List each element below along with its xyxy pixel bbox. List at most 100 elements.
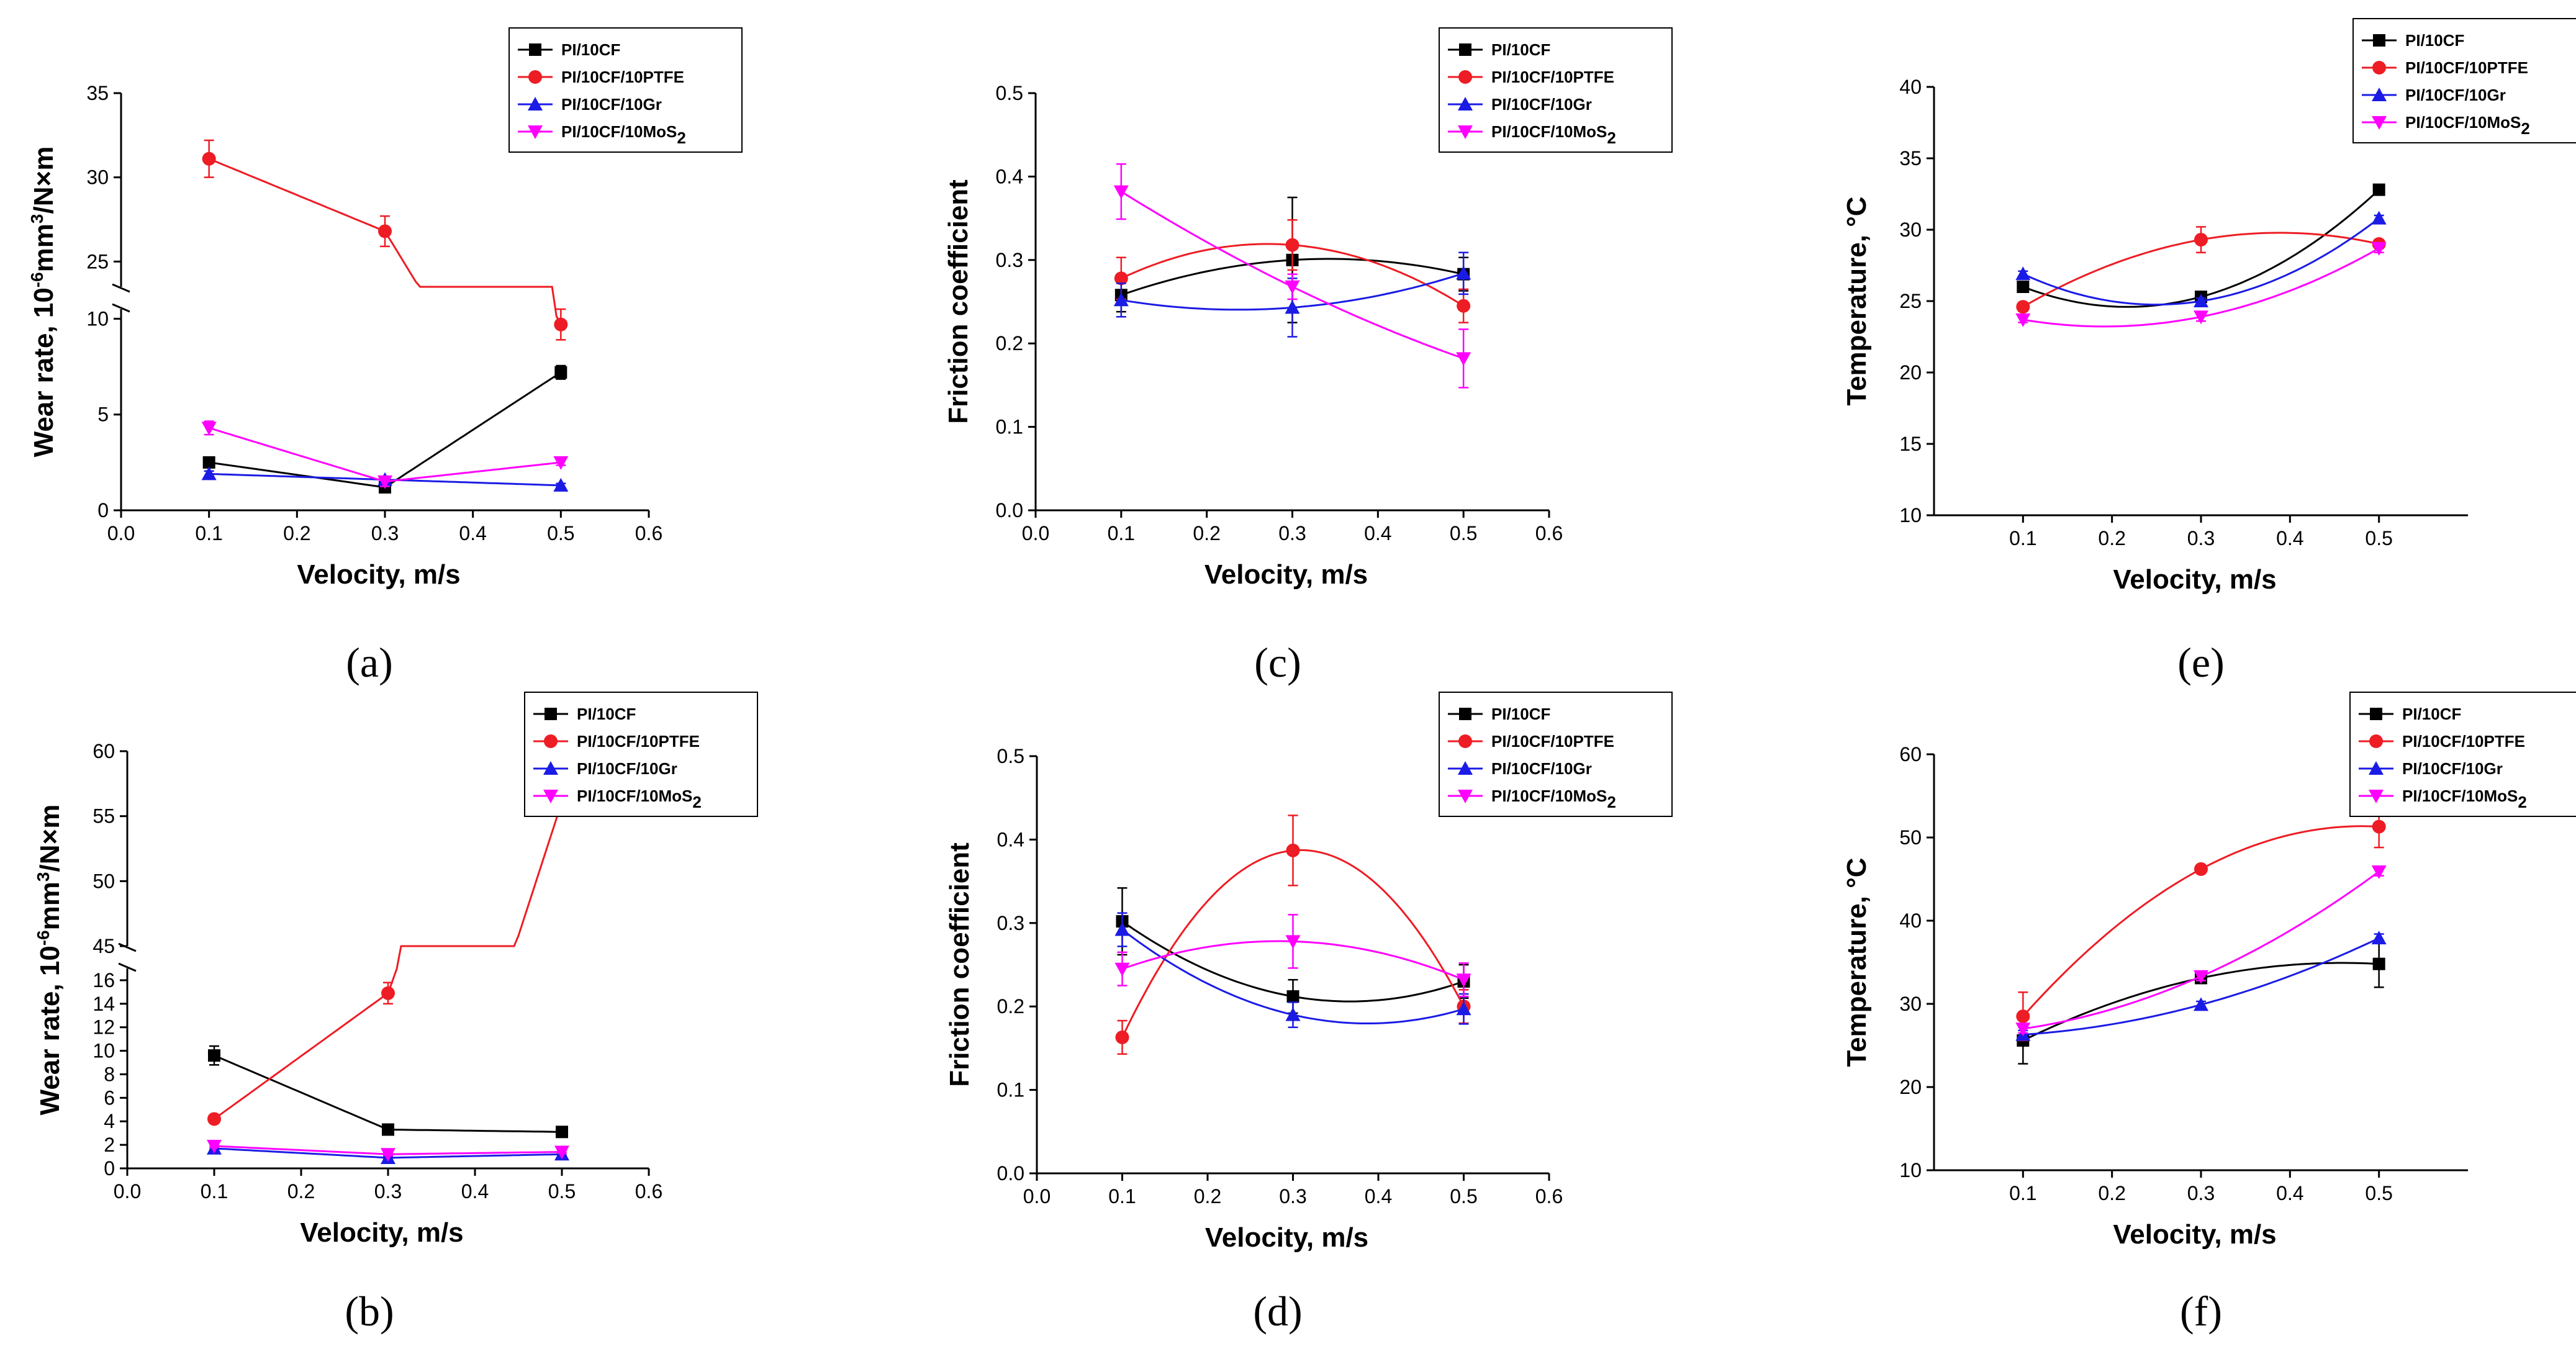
panel-label: (e) xyxy=(2177,639,2224,686)
y-tick-label: 40 xyxy=(1899,909,1922,932)
data-point-pi-10cf xyxy=(2372,183,2385,196)
series-pi-10cf-10mos2 xyxy=(1113,163,1471,389)
data-point-pi-10cf-10gr xyxy=(2194,294,2208,307)
data-point-pi-10cf-10ptfe xyxy=(1115,1030,1129,1044)
x-tick-label: 0.6 xyxy=(1535,1185,1563,1207)
data-point-pi-10cf-10gr xyxy=(2371,210,2387,225)
y-tick-label: 14 xyxy=(93,993,115,1015)
y-axis-title: Temperature, °C xyxy=(1842,196,1872,405)
x-tick-label: 0.4 xyxy=(2276,1182,2303,1204)
y-tick-label: 8 xyxy=(104,1063,115,1085)
y-tick-label: 4 xyxy=(104,1110,115,1132)
y-tick-label: 6 xyxy=(104,1086,115,1109)
x-tick-label: 0.1 xyxy=(195,522,222,544)
series-pi-10cf-10ptfe xyxy=(202,139,568,341)
legend-marker xyxy=(2370,708,2382,720)
x-axis-title: Velocity, m/s xyxy=(1204,559,1368,590)
legend-label-pi-10cf-10ptfe: PI/10CF/10PTFE xyxy=(1491,732,1614,751)
series-pi-10cf-10gr xyxy=(2015,931,2387,1041)
y-tick-label: 50 xyxy=(1899,826,1922,849)
legend-label-pi-10cf-10ptfe: PI/10CF/10PTFE xyxy=(577,732,700,751)
data-point-pi-10cf-10mos2 xyxy=(554,1145,569,1160)
legend: PI/10CF PI/10CF/10PTFE PI/10CF/10Gr PI/10CF… xyxy=(524,692,758,817)
data-point-pi-10cf-10gr xyxy=(1285,1007,1301,1021)
panel-label: (f) xyxy=(2180,1288,2222,1335)
x-axis-title: Velocity, m/s xyxy=(300,1217,463,1248)
data-point-pi-10cf-10gr xyxy=(1456,1001,1471,1016)
x-tick-label: 0.3 xyxy=(1279,1185,1306,1207)
legend: PI/10CF PI/10CF/10PTFE PI/10CF/10Gr PI/10CF… xyxy=(1439,27,1673,153)
x-tick-label: 0.1 xyxy=(201,1180,228,1203)
y-tick-label: 0.3 xyxy=(996,249,1023,271)
y-tick-label: 45 xyxy=(93,935,115,957)
legend-label-pi-10cf-10mos2: PI/10CF/10MoS2 xyxy=(2402,787,2527,811)
legend-label-pi-10cf-10gr: PI/10CF/10Gr xyxy=(577,759,677,778)
legend-label-pi-10cf: PI/10CF xyxy=(2402,705,2461,723)
data-point-pi-10cf-10gr xyxy=(553,477,569,492)
data-point-pi-10cf-10mos2 xyxy=(2015,1022,2031,1037)
data-point-pi-10cf-10mos2 xyxy=(1285,280,1300,294)
data-point-pi-10cf-10ptfe xyxy=(378,224,392,238)
data-point-pi-10cf-10mos2 xyxy=(1285,935,1301,949)
data-point-pi-10cf-10ptfe xyxy=(202,151,216,166)
data-point-pi-10cf-10ptfe xyxy=(207,1112,221,1126)
y-tick-label: 0.4 xyxy=(996,165,1023,187)
data-point-pi-10cf-10mos2 xyxy=(553,456,569,470)
data-point-pi-10cf-10mos2 xyxy=(1113,185,1129,199)
y-tick-label: 60 xyxy=(93,740,115,762)
y-tick-label: 10 xyxy=(93,1040,115,1062)
data-point-pi-10cf-10mos2 xyxy=(207,1140,222,1154)
legend-marker xyxy=(2372,61,2386,74)
axis-break-mark xyxy=(118,942,137,952)
legend-marker xyxy=(543,761,558,775)
x-tick-label: 0.4 xyxy=(1365,1185,1392,1207)
legend-label-pi-10cf: PI/10CF xyxy=(1491,705,1550,723)
data-point-pi-10cf xyxy=(382,1123,394,1136)
x-axis-title: Velocity, m/s xyxy=(2113,564,2276,595)
x-tick-label: 0.4 xyxy=(1364,522,1391,544)
y-tick-label: 25 xyxy=(86,250,109,273)
axis-break-mark xyxy=(112,283,130,293)
y-tick-label: 0.2 xyxy=(997,995,1024,1018)
y-tick-label: 15 xyxy=(1899,433,1922,455)
chart-panel-f: 0.1 0.2 0.3 0.4 0.5 10 20 30 40 50 60 Velocity, m/s… xyxy=(1842,692,2576,1335)
x-tick-label: 0.3 xyxy=(2187,1182,2215,1204)
series-line-pi-10cf xyxy=(214,1054,563,1133)
legend-label-pi-10cf: PI/10CF xyxy=(577,705,636,723)
y-tick-label: 60 xyxy=(1899,743,1922,765)
series-pi-10cf-10ptfe xyxy=(1114,219,1471,323)
legend-marker xyxy=(2369,734,2383,748)
x-axis-title: Velocity, m/s xyxy=(2113,1219,2276,1250)
x-axis-title: Velocity, m/s xyxy=(297,559,460,590)
y-tick-label: 0.5 xyxy=(996,82,1023,104)
y-tick-label: 0.4 xyxy=(997,828,1024,851)
data-point-pi-10cf-10ptfe xyxy=(2016,300,2030,314)
legend: PI/10CF PI/10CF/10PTFE PI/10CF/10Gr PI/10CF… xyxy=(508,27,743,153)
data-point-pi-10cf-10mos2 xyxy=(2015,313,2031,327)
legend-marker xyxy=(528,125,543,139)
x-tick-label: 0.3 xyxy=(374,1180,402,1203)
y-axis-title: Wear rate, 10-6mm3/N×m xyxy=(27,147,59,458)
panel-label: (b) xyxy=(345,1288,394,1335)
data-point-pi-10cf-10mos2 xyxy=(1456,973,1471,988)
data-point-pi-10cf-10mos2 xyxy=(2194,970,2208,984)
y-tick-label: 20 xyxy=(1899,1076,1922,1098)
chart-panel-c: 0.0 0.1 0.2 0.3 0.4 0.5 0.6 0.0 0.1 0.2 0.3 0.4 0.5 V… xyxy=(943,27,1673,686)
series-pi-10cf-10gr xyxy=(2015,210,2387,307)
series-line-pi-10cf-10gr xyxy=(2023,937,2380,1036)
legend-label-pi-10cf: PI/10CF xyxy=(561,40,620,59)
x-tick-label: 0.2 xyxy=(2098,527,2125,549)
legend-marker xyxy=(1459,43,1471,56)
y-tick-label: 50 xyxy=(93,870,115,892)
legend: PI/10CF PI/10CF/10PTFE PI/10CF/10Gr PI/10CF… xyxy=(2352,18,2576,143)
x-axis-title: Velocity, m/s xyxy=(1205,1222,1368,1253)
legend-label-pi-10cf-10ptfe: PI/10CF/10PTFE xyxy=(1491,68,1614,86)
legend: PI/10CF PI/10CF/10PTFE PI/10CF/10Gr PI/10CF… xyxy=(1439,692,1673,817)
y-tick-label: 0.0 xyxy=(997,1162,1024,1185)
legend-marker xyxy=(2369,790,2384,803)
legend-marker xyxy=(1458,734,1472,748)
y-tick-label: 30 xyxy=(86,166,109,189)
x-tick-label: 0.2 xyxy=(2098,1182,2125,1204)
legend-marker xyxy=(1458,70,1472,84)
data-point-pi-10cf xyxy=(556,1126,568,1139)
